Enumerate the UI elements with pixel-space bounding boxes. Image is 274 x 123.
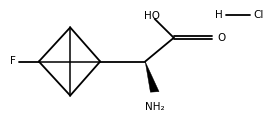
- Text: Cl: Cl: [253, 10, 264, 20]
- Text: HO: HO: [144, 11, 160, 21]
- Text: O: O: [218, 33, 226, 43]
- Text: H: H: [215, 10, 223, 20]
- Text: F: F: [10, 56, 16, 67]
- Polygon shape: [145, 62, 159, 92]
- Text: NH₂: NH₂: [145, 102, 164, 112]
